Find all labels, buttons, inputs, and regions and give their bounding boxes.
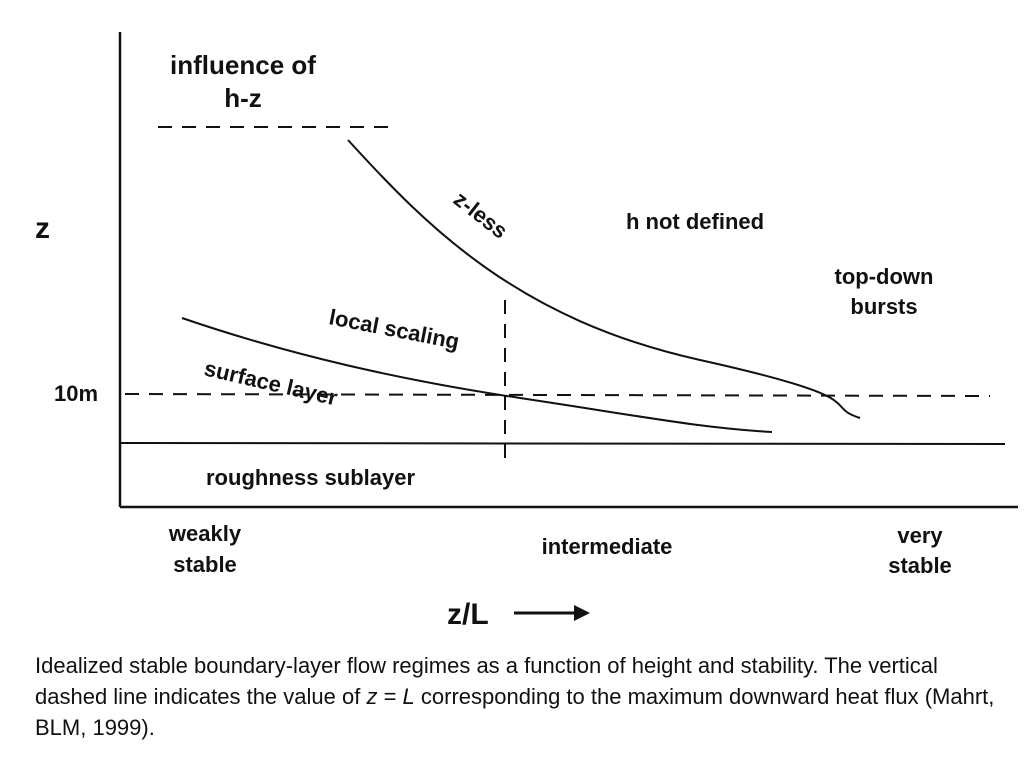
height-mark-label: 10m bbox=[54, 381, 98, 406]
caption-text-part1: Idealized stable boundary-layer flow reg… bbox=[35, 653, 938, 709]
x-axis-label: z/L bbox=[447, 598, 489, 631]
top-down-label-line2: bursts bbox=[850, 294, 917, 319]
very-stable-label-line2: stable bbox=[888, 553, 952, 578]
roughness-sublayer-boundary bbox=[119, 442, 1006, 445]
influence-label-line1: influence of bbox=[170, 50, 316, 80]
caption-text-part2: = bbox=[377, 684, 403, 709]
weakly-stable-label-line1: weakly bbox=[168, 521, 242, 546]
very-stable-label-line1: very bbox=[897, 523, 943, 548]
figure-caption: Idealized stable boundary-layer flow reg… bbox=[35, 650, 995, 743]
local-scaling-curve bbox=[181, 317, 773, 433]
caption-italic-l: L bbox=[402, 684, 415, 709]
weakly-stable-label-line2: stable bbox=[173, 552, 237, 577]
roughness-sublayer-label: roughness sublayer bbox=[206, 465, 416, 490]
arrow-right-icon bbox=[514, 605, 590, 621]
caption-italic-z: z bbox=[366, 684, 378, 709]
influence-label-line2: h-z bbox=[224, 83, 262, 113]
y-axis-label: z bbox=[35, 212, 50, 245]
h-not-defined-label: h not defined bbox=[626, 209, 764, 234]
z-less-curve bbox=[347, 139, 861, 419]
ten-meter-dashed-line bbox=[124, 393, 991, 397]
intermediate-label: intermediate bbox=[542, 534, 673, 559]
top-down-label-line1: top-down bbox=[835, 264, 934, 289]
z-less-label: z-less bbox=[449, 186, 513, 243]
local-scaling-label: local scaling bbox=[327, 304, 461, 354]
caption-text-part3: corresponding to the maximum downward he… bbox=[35, 684, 995, 740]
surface-layer-label: surface layer bbox=[202, 356, 340, 411]
regime-diagram: z 10m influence of h-z z-less h not defi… bbox=[35, 32, 1018, 631]
